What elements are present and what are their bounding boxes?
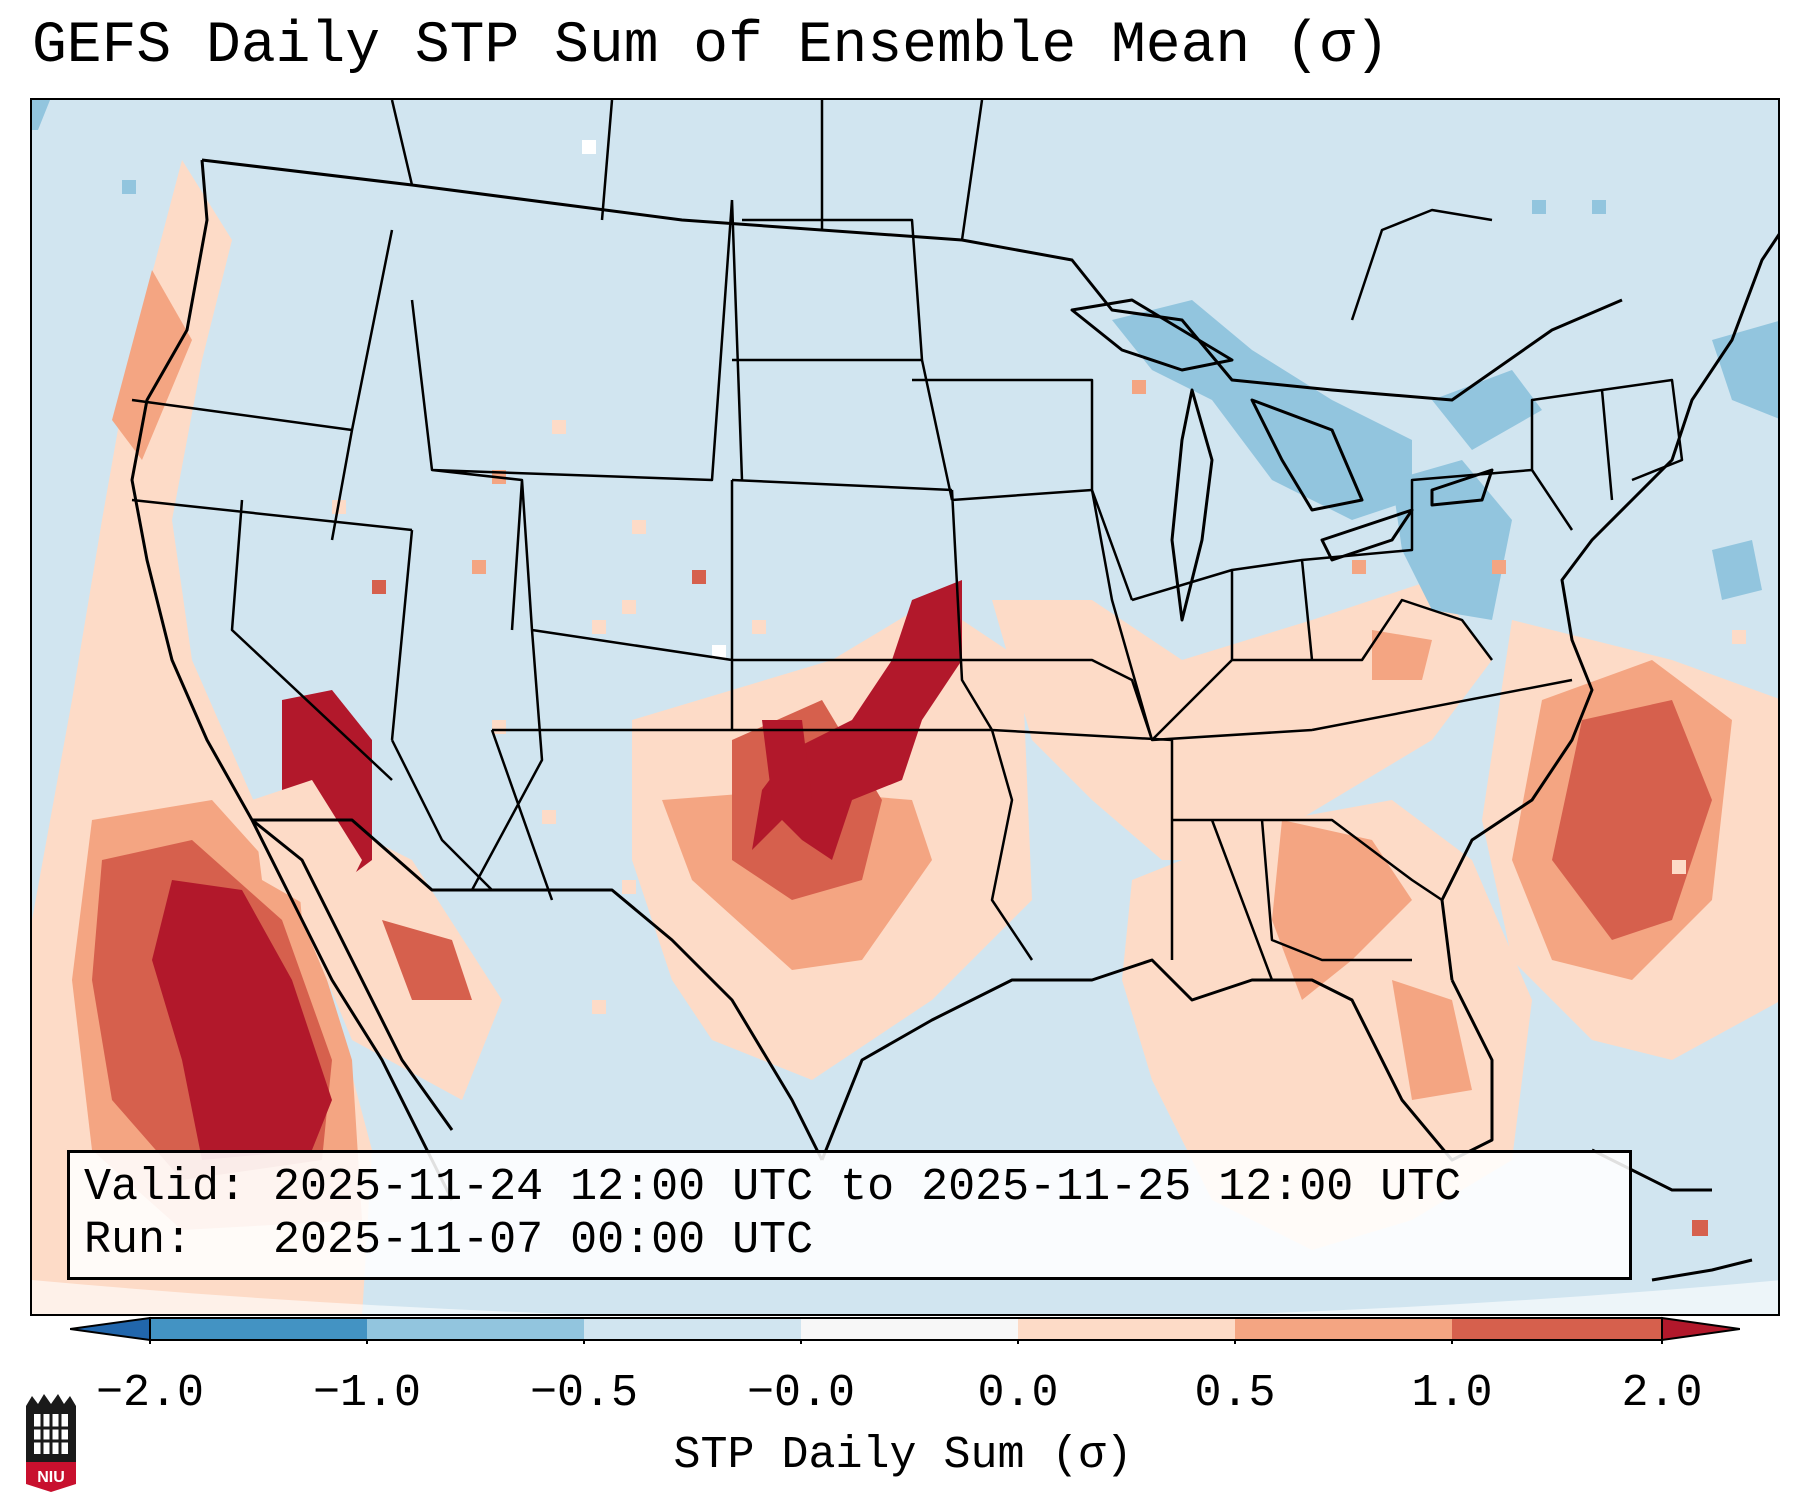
colorbar-under-triangle — [70, 1316, 151, 1342]
colorbar-bin-4 — [801, 1318, 1018, 1340]
run-label: Run: — [84, 1215, 193, 1266]
anomaly-fields — [32, 100, 1778, 1314]
colorbar-bin-3 — [584, 1318, 801, 1340]
lake-ontario — [1430, 468, 1494, 507]
atlantic-strong-anomaly — [1552, 700, 1712, 940]
colorbar-tick-label: −1.0 — [312, 1368, 422, 1419]
us-canada-border — [201, 158, 1623, 402]
colorbar-bin-1 — [150, 1318, 367, 1340]
west-coast — [130, 159, 454, 1201]
colorbar-label: STP Daily Sum (σ) — [673, 1430, 1133, 1481]
map-panel — [30, 98, 1780, 1316]
ohio-medium-anomaly — [1372, 630, 1432, 680]
valid-label: Valid: — [84, 1162, 247, 1213]
colorbar — [70, 1316, 1740, 1344]
great-lakes-negative-anomaly — [1112, 300, 1412, 520]
validity-info-box: Valid: 2025-11-24 12:00 UTC to 2025-11-2… — [67, 1150, 1632, 1280]
us-mexico-border — [252, 818, 824, 1161]
colorbar-bin-6 — [1235, 1318, 1452, 1340]
state-borders — [131, 199, 1684, 981]
atlantic-negative-anomaly — [1712, 321, 1778, 419]
atlantic-negative-anomaly-2 — [1712, 540, 1762, 600]
colorbar-tick-label: 0.0 — [977, 1368, 1059, 1419]
colorbar-bin-5 — [1018, 1318, 1235, 1340]
baja-peninsula — [251, 818, 454, 1131]
run-time: 2025-11-07 00:00 UTC — [273, 1215, 814, 1266]
colorbar-tick-label: −0.5 — [529, 1368, 639, 1419]
northeast-negative-anomaly-2 — [1432, 370, 1542, 450]
florida-medium-anomaly — [1392, 980, 1472, 1100]
colorbar-bin-2 — [367, 1318, 584, 1340]
colorbar-bin-7 — [1452, 1318, 1662, 1340]
gulf-coast — [820, 958, 1494, 1162]
boundaries — [130, 100, 1778, 1282]
projection-edge — [32, 1280, 1778, 1314]
plains-extreme-anomaly-2 — [762, 720, 812, 800]
lake-superior — [1070, 298, 1234, 372]
baja-strong-anomaly — [382, 920, 472, 1000]
pacific-extreme-anomaly — [152, 880, 332, 1160]
lake-erie — [1320, 508, 1414, 562]
map-canvas — [32, 100, 1778, 1314]
midsouth-light-anomaly — [992, 580, 1492, 860]
niu-logo-icon: NIU — [26, 1394, 76, 1492]
lake-huron — [1250, 398, 1364, 512]
northwest-corner-negative — [32, 100, 50, 130]
southwest-light-anomaly — [252, 780, 362, 920]
logo-text: NIU — [37, 1469, 65, 1486]
map-title: GEFS Daily STP Sum of Ensemble Mean (σ) — [32, 14, 1390, 79]
lake-michigan — [1170, 388, 1214, 622]
scattered-anomaly-cells — [122, 140, 1746, 1236]
southeast-light-anomaly — [1122, 800, 1532, 1250]
atlantic-coast — [1440, 233, 1778, 981]
valid-time-range: 2025-11-24 12:00 UTC to 2025-11-25 12:00… — [273, 1162, 1462, 1213]
canada-province-borders — [390, 100, 1493, 321]
colorbar-tick-label: 0.5 — [1194, 1368, 1276, 1419]
colorbar-tick-label: 1.0 — [1411, 1368, 1493, 1419]
colorbar-over-triangle — [1661, 1316, 1740, 1342]
colorbar-tick-label: −2.0 — [95, 1368, 205, 1419]
colorbar-tick-label: 2.0 — [1621, 1368, 1703, 1419]
pacific-medium-anomaly — [112, 270, 192, 460]
colorbar-tick-label: −0.0 — [746, 1368, 856, 1419]
